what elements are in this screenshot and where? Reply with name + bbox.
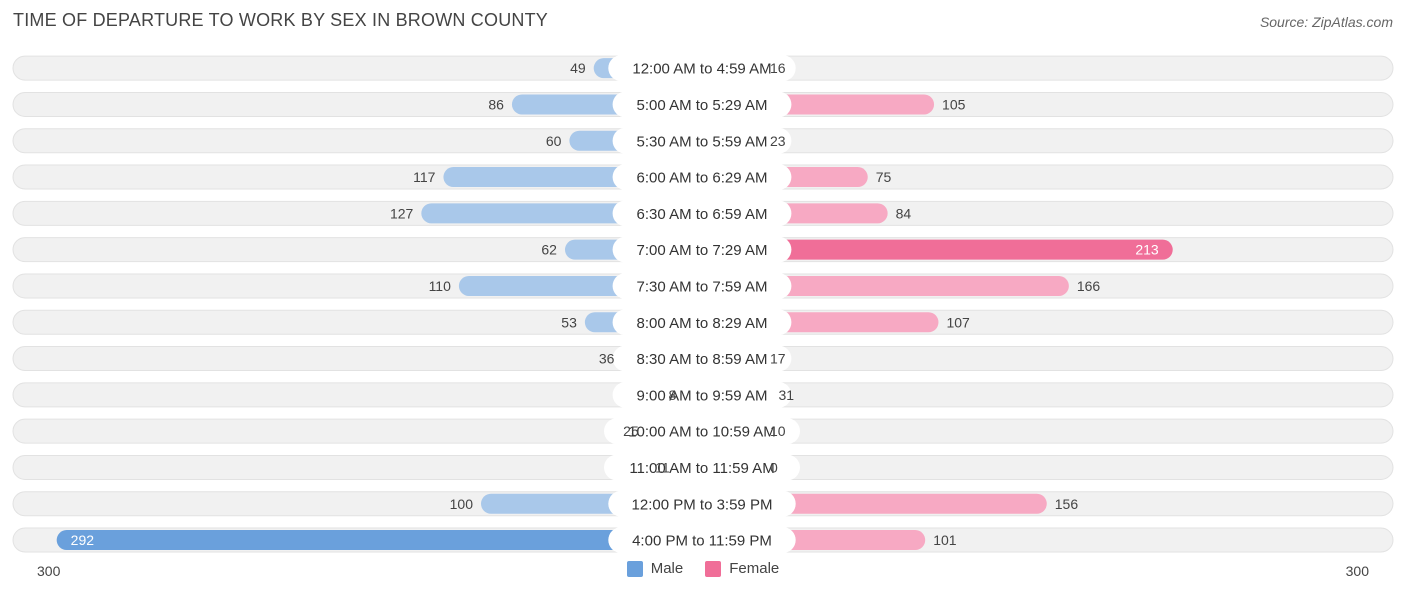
value-label-male: 62 (541, 242, 557, 258)
category-label-box (608, 55, 796, 82)
value-label-male: 53 (561, 314, 577, 330)
category-label-box (608, 527, 796, 554)
value-label-female: 23 (770, 133, 786, 149)
category-label-box (612, 309, 792, 336)
value-label-male: 127 (390, 205, 414, 221)
value-label-female: 16 (770, 60, 786, 76)
value-label-female: 31 (779, 387, 795, 403)
bar-female (692, 239, 1173, 260)
legend-swatch-female (705, 560, 722, 577)
category-label: 8:30 AM to 8:59 AM (637, 351, 768, 368)
value-label-male: 11 (655, 459, 670, 475)
category-label: 6:30 AM to 6:59 AM (637, 206, 768, 223)
value-label-male: 49 (570, 60, 586, 76)
value-label-male: 8 (669, 387, 677, 403)
value-label-female: 84 (896, 205, 912, 221)
value-label-male: 60 (546, 133, 562, 149)
value-label-male: 110 (429, 278, 452, 294)
category-label-box (612, 236, 792, 263)
category-label: 8:00 AM to 8:29 AM (637, 315, 768, 332)
legend-label-female: Female (729, 560, 780, 577)
category-label-box (612, 164, 792, 191)
legend: Male Female (0, 560, 1406, 577)
category-label: 7:00 AM to 7:29 AM (637, 242, 768, 259)
category-label: 5:00 AM to 5:29 AM (637, 97, 768, 114)
value-label-female: 0 (770, 459, 778, 475)
category-label: 6:00 AM to 6:29 AM (637, 170, 768, 187)
value-label-female: 17 (770, 351, 786, 367)
category-label: 11:00 AM to 11:59 AM (629, 460, 774, 477)
value-label-male: 86 (488, 96, 504, 112)
category-label: 7:30 AM to 7:59 AM (637, 278, 768, 295)
category-label-box (604, 454, 800, 481)
category-label: 10:00 AM to 10:59 AM (628, 424, 776, 441)
category-label-box (612, 272, 792, 299)
value-label-female: 156 (1055, 496, 1079, 512)
value-label-male: 36 (599, 351, 615, 367)
category-label: 12:00 PM to 3:59 PM (632, 496, 773, 513)
value-label-male: 100 (450, 496, 474, 512)
chart-title: TIME OF DEPARTURE TO WORK BY SEX IN BROW… (13, 10, 548, 30)
axis-left-label: 300 (37, 563, 61, 579)
legend-item-male: Male (626, 560, 684, 577)
value-label-male: 292 (71, 532, 95, 548)
chart-source: Source: ZipAtlas.com (1259, 14, 1393, 30)
value-label-female: 107 (946, 314, 970, 330)
category-label-box (612, 127, 792, 154)
category-label-box (612, 91, 792, 118)
bar-male (56, 530, 713, 551)
value-label-female: 10 (770, 423, 786, 439)
chart-canvas: 12:00 AM to 4:59 AM 49 16 5:00 AM to 5:29 A… (12, 55, 1394, 554)
legend-item-female: Female (705, 560, 779, 577)
category-label: 12:00 AM to 4:59 AM (632, 61, 771, 78)
axis-right-label: 300 (1345, 563, 1369, 579)
category-label: 5:30 AM to 5:59 AM (637, 133, 768, 150)
value-label-female: 105 (942, 96, 966, 112)
category-label: 4:00 PM to 11:59 PM (632, 533, 772, 550)
category-label-box (612, 200, 792, 227)
category-label-box (612, 345, 792, 372)
value-label-female: 166 (1077, 278, 1101, 294)
value-label-male: 117 (413, 169, 436, 185)
category-label: 9:00 AM to 9:59 AM (637, 387, 768, 404)
category-label-box (604, 418, 800, 445)
value-label-female: 101 (933, 532, 957, 548)
category-label-box (612, 381, 792, 408)
legend-label-male: Male (650, 560, 684, 577)
value-label-female: 213 (1135, 242, 1159, 258)
value-label-male: 25 (623, 423, 639, 439)
value-label-female: 75 (876, 169, 892, 185)
category-label-box (608, 490, 796, 517)
legend-swatch-male (626, 560, 643, 577)
